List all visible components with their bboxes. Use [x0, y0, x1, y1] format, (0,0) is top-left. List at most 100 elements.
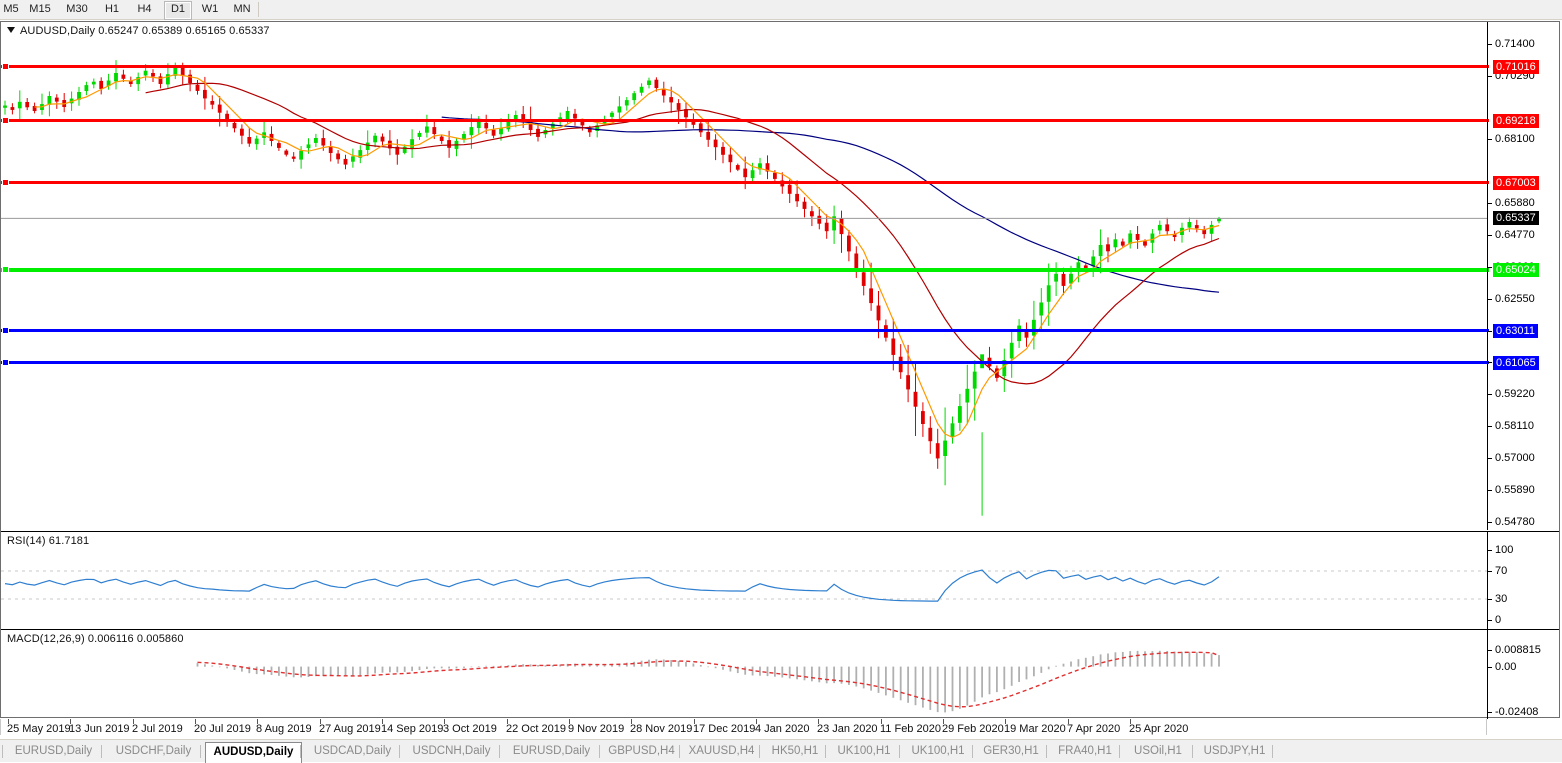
chart-tabs-bar[interactable]: EURUSD,Daily USDCHF,Daily AUDUSD,Daily USDC…	[0, 739, 1562, 763]
price-tick	[1487, 298, 1492, 300]
price-tick	[1487, 394, 1492, 396]
chart-header-text: AUDUSD,Daily 0.65247 0.65389 0.65165 0.6…	[20, 25, 270, 37]
date-tick	[257, 719, 258, 724]
timeframe-toolbar: M5 M15 M30 H1 H4 D1 W1 MN	[0, 0, 1562, 20]
timeframe-d1[interactable]: D1	[164, 1, 192, 20]
price-pane[interactable]: AUDUSD,Daily 0.65247 0.65389 0.65165 0.6…	[1, 22, 1559, 530]
current-price-tag: 0.65337	[1493, 211, 1539, 226]
rsi-tick-label: 100	[1495, 544, 1514, 556]
date-tick-label: 14 Sep 2019	[381, 723, 444, 735]
date-tick	[1130, 719, 1131, 724]
date-tick	[1005, 719, 1006, 724]
chart-tab-gbpusd-h4[interactable]: GBPUSD,H4	[608, 745, 675, 757]
chart-tab-ger30-h1[interactable]: GER30,H1	[983, 745, 1039, 757]
chart-tab-usdchf-daily[interactable]: USDCHF,Daily	[115, 745, 192, 757]
macd-tick	[1487, 650, 1492, 651]
macd-header: MACD(12,26,9) 0.006116 0.005860	[7, 633, 184, 645]
level-price-tag-0.63011[interactable]: 0.63011	[1493, 323, 1538, 338]
price-tick-label: 0.54780	[1495, 516, 1535, 528]
rsi-tick-label: 0	[1495, 614, 1502, 626]
macd-tick-label: 0.008815	[1495, 644, 1541, 656]
date-tick-label: 4 Jan 2020	[755, 723, 810, 735]
date-tick	[444, 719, 445, 724]
price-scale-axis	[1487, 22, 1488, 530]
date-tick-label: 19 Mar 2020	[1004, 723, 1066, 735]
price-tick-label: 0.64770	[1495, 228, 1535, 241]
rsi-pane[interactable]: RSI(14) 61.7181 100 70 30 0	[1, 531, 1559, 629]
chart-tab-eurusd-daily[interactable]: EURUSD,Daily	[512, 745, 591, 757]
timeframe-mn[interactable]: MN	[233, 3, 251, 15]
timeframe-m30[interactable]: M30	[66, 3, 88, 15]
date-tick-label: 23 Jan 2020	[817, 723, 878, 735]
price-tick-label: 0.68100	[1495, 132, 1535, 145]
date-tick-label: 11 Feb 2020	[880, 723, 941, 735]
price-tick	[1487, 330, 1492, 332]
macd-scale-axis	[1487, 630, 1488, 719]
date-axis[interactable]: 25 May 2019 13 Jun 2019 2 Jul 2019 20 Jul 2…	[0, 719, 1562, 739]
chart-tab-uk100-h1[interactable]: UK100,H1	[837, 745, 891, 757]
timeframe-h1[interactable]: H1	[104, 3, 120, 15]
date-tick	[195, 719, 196, 724]
timeframe-h4[interactable]: H4	[137, 3, 152, 15]
chart-tab-usdjpy-h1[interactable]: USDJPY,H1	[1203, 745, 1266, 757]
date-tick-label: 27 Aug 2019	[319, 723, 381, 735]
chart-tab-audusd-daily[interactable]: AUDUSD,Daily	[205, 742, 302, 763]
date-tick	[943, 719, 944, 724]
date-tick	[756, 719, 757, 724]
chart-tab-hk50-h1[interactable]: HK50,H1	[771, 745, 819, 757]
date-tick-label: 20 Jul 2019	[194, 723, 251, 735]
chart-tab-eurusd-daily[interactable]: EURUSD,Daily	[14, 745, 93, 757]
price-tick	[1487, 44, 1492, 45]
macd-pane[interactable]: MACD(12,26,9) 0.006116 0.005860 0.008815…	[1, 629, 1559, 719]
level-price-tag-0.71016[interactable]: 0.71016	[1493, 59, 1539, 74]
date-tick	[133, 719, 134, 724]
macd-scale: 0.008815 0.00 -0.02408	[1487, 630, 1559, 719]
price-tick	[1487, 458, 1492, 460]
price-scale[interactable]: 0.714000.702900.681000.658800.647700.636…	[1487, 22, 1559, 530]
date-tick-label: 25 May 2019	[7, 723, 71, 735]
price-tick	[1487, 138, 1492, 140]
timeframe-m15[interactable]: M15	[29, 3, 51, 15]
price-tick	[1487, 266, 1492, 268]
price-candlestick-plot	[1, 60, 1487, 516]
date-tick-label: 22 Oct 2019	[506, 723, 566, 735]
date-tick	[1068, 719, 1069, 724]
level-price-tag-0.65024[interactable]: 0.65024	[1493, 262, 1539, 277]
chart-tab-usdcnh-daily[interactable]: USDCNH,Daily	[412, 745, 491, 757]
chart-area[interactable]: AUDUSD,Daily 0.65247 0.65389 0.65165 0.6…	[0, 21, 1560, 719]
price-tick-label: 0.57000	[1495, 452, 1535, 465]
chart-tab-usoil-h1[interactable]: USOil,H1	[1134, 745, 1182, 757]
chart-tab-fra40-h1[interactable]: FRA40,H1	[1058, 745, 1112, 757]
date-tick-label: 29 Feb 2020	[942, 723, 1004, 735]
price-tick	[1487, 75, 1492, 77]
level-price-tag-0.67003[interactable]: 0.67003	[1493, 175, 1539, 190]
date-tick	[70, 719, 71, 724]
chart-tab-uk100-h1[interactable]: UK100,H1	[911, 745, 965, 757]
price-tick	[1487, 490, 1492, 492]
date-tick-label: 7 Apr 2020	[1067, 723, 1121, 735]
timeframe-w1[interactable]: W1	[201, 3, 219, 15]
rsi-scale-axis	[1487, 532, 1488, 629]
price-tick	[1487, 202, 1492, 204]
date-tick-label: 9 Nov 2019	[568, 723, 625, 735]
date-tick-label: 17 Dec 2019	[693, 723, 756, 735]
timeframe-m5[interactable]: M5	[3, 3, 19, 15]
chart-tab-usdcad-daily[interactable]: USDCAD,Daily	[313, 745, 392, 757]
price-tick-label: 0.59220	[1495, 388, 1535, 401]
level-price-tag-0.69218[interactable]: 0.69218	[1493, 113, 1539, 128]
rsi-scale: 100 70 30 0	[1487, 532, 1559, 629]
date-tick	[694, 719, 695, 724]
rsi-tick-label: 70	[1495, 565, 1508, 577]
collapse-triangle-icon[interactable]	[7, 27, 15, 34]
date-tick	[507, 719, 508, 724]
level-price-tag-0.61065[interactable]: 0.61065	[1493, 355, 1539, 370]
date-tick-label: 25 Apr 2020	[1129, 723, 1189, 735]
date-tick-label: 13 Jun 2019	[69, 723, 130, 735]
price-tick	[1487, 234, 1492, 236]
price-tick	[1487, 362, 1492, 364]
chart-tab-xauusd-h4[interactable]: XAUUSD,H4	[688, 745, 755, 757]
rsi-header: RSI(14) 61.7181	[7, 535, 90, 547]
rsi-tick	[1487, 620, 1492, 621]
rsi-tick	[1487, 571, 1492, 572]
